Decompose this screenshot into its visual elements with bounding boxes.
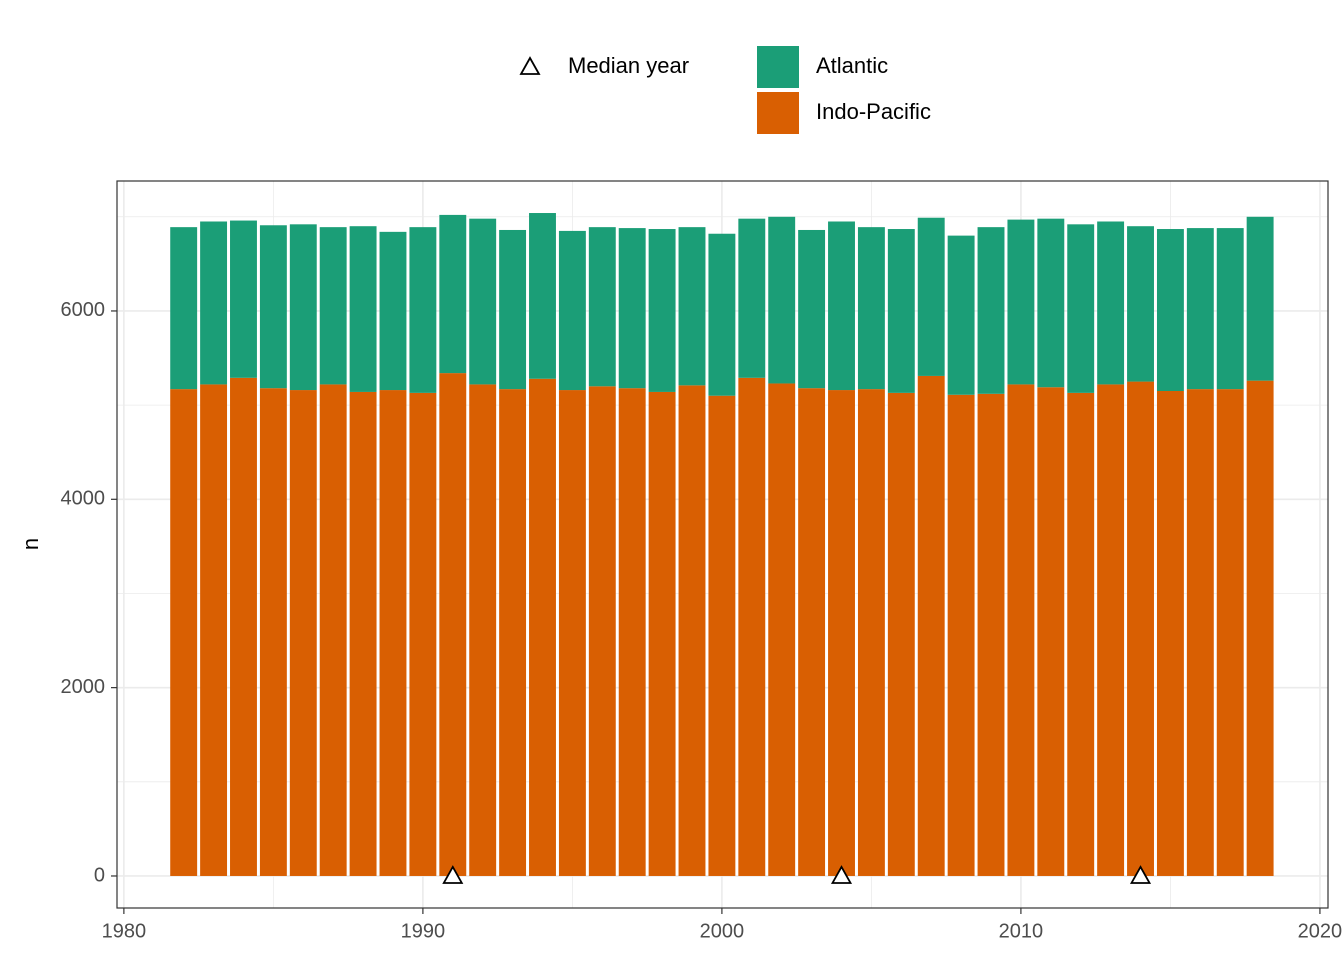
- bar-segment: [499, 389, 527, 876]
- legend-label: Atlantic: [816, 53, 888, 78]
- bar-segment: [379, 231, 407, 391]
- bar-segment: [708, 233, 736, 396]
- bar-segment: [529, 378, 556, 876]
- bar-segment: [230, 377, 257, 876]
- bar-segment: [1007, 384, 1035, 876]
- legend-swatch: [757, 92, 799, 134]
- bar-segment: [289, 224, 317, 391]
- bar-segment: [1246, 216, 1274, 381]
- bar-segment: [439, 214, 467, 374]
- bar-segment: [289, 390, 317, 876]
- x-tick-label: 1990: [401, 920, 446, 942]
- x-tick-label: 2000: [700, 920, 745, 942]
- x-tick-label: 1980: [102, 920, 147, 942]
- bar-segment: [1156, 391, 1184, 876]
- bar-segment: [678, 227, 706, 386]
- bar-segment: [1186, 389, 1214, 876]
- bar-segment: [319, 384, 347, 876]
- bar-segment: [439, 373, 467, 876]
- bar-segment: [230, 220, 257, 378]
- bar-segment: [1186, 228, 1214, 390]
- y-axis-label: n: [18, 538, 43, 550]
- bar-segment: [768, 383, 796, 876]
- bar-segment: [917, 375, 945, 876]
- bar-segment: [588, 227, 616, 387]
- bar-segment: [588, 386, 616, 876]
- legend-label: Indo-Pacific: [816, 99, 931, 124]
- bar-segment: [857, 227, 885, 390]
- bar-segment: [738, 377, 766, 876]
- bar-segment: [947, 235, 975, 395]
- bar-segment: [1216, 389, 1244, 876]
- bar-segment: [917, 217, 945, 376]
- panel-border: [116, 180, 1329, 909]
- bar-segment: [319, 227, 347, 385]
- y-tick-label: 6000: [61, 299, 106, 321]
- bar-segment: [798, 388, 826, 876]
- bar-segment: [1007, 219, 1035, 385]
- bar-segment: [828, 390, 855, 876]
- bar-segment: [798, 229, 826, 389]
- bar-segment: [887, 392, 915, 876]
- bar-segment: [259, 388, 287, 876]
- bar-segment: [618, 388, 646, 876]
- bar-segment: [499, 229, 527, 390]
- bar-segment: [469, 384, 497, 876]
- bar-segment: [259, 225, 287, 389]
- bar-segment: [349, 391, 377, 876]
- bar-segment: [887, 229, 915, 393]
- bar-segment: [1156, 229, 1184, 392]
- bar-segment: [170, 227, 198, 390]
- median-marker: [830, 865, 853, 884]
- bar-segment: [558, 390, 586, 876]
- bar-segment: [678, 385, 706, 876]
- legend-marker: [519, 56, 541, 75]
- x-tick-label: 2020: [1298, 920, 1343, 942]
- bar-segment: [1037, 387, 1065, 876]
- median-marker: [442, 865, 464, 884]
- bar-segment: [1246, 380, 1274, 876]
- bar-segment: [409, 392, 437, 876]
- bar-segment: [768, 216, 796, 384]
- y-tick-label: 2000: [61, 676, 106, 698]
- plot-area: 0 2000 4000 6000 1980 1990 2000 2010 2020: [61, 180, 1343, 942]
- bar-segment: [200, 221, 228, 385]
- bar-segment: [738, 218, 766, 378]
- bar-segment: [618, 228, 646, 389]
- bar-segment: [1127, 381, 1154, 876]
- y-tick-label: 0: [94, 864, 105, 886]
- y-tick-label: 4000: [61, 488, 106, 510]
- bar-segment: [469, 218, 497, 385]
- median-marker: [1129, 865, 1152, 884]
- bar-segment: [1097, 221, 1125, 385]
- bar-segment: [349, 226, 377, 392]
- bar-segment: [708, 395, 736, 876]
- bar-segment: [409, 227, 437, 393]
- bar-segment: [1067, 224, 1095, 393]
- bar-segment: [1216, 228, 1244, 390]
- legend-label: Median year: [568, 53, 689, 78]
- bar-segment: [1127, 226, 1154, 382]
- bar-segment: [828, 221, 855, 391]
- legend-swatch: [757, 46, 799, 88]
- bar-segment: [379, 390, 407, 876]
- legend: Median year Atlantic Indo-Pacific: [519, 46, 931, 134]
- bar-segment: [648, 391, 676, 876]
- bar-segment: [857, 389, 885, 876]
- bar-segment: [648, 229, 676, 392]
- bar-segment: [529, 213, 556, 379]
- bar-segment: [977, 393, 1005, 876]
- x-tick-label: 2010: [999, 920, 1044, 942]
- bar-segment: [200, 384, 228, 876]
- bar-segment: [558, 230, 586, 391]
- bar-segment: [170, 389, 198, 876]
- bar-segment: [1097, 384, 1125, 876]
- bar-segment: [947, 394, 975, 876]
- bar-segment: [1037, 218, 1065, 388]
- bar-segment: [977, 227, 1005, 394]
- bar-segment: [1067, 392, 1095, 876]
